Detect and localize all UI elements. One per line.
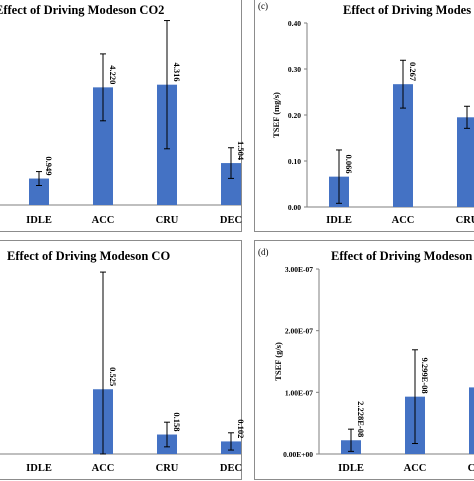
- panel-label: (c): [258, 1, 268, 11]
- data-label: 4.220: [108, 65, 118, 84]
- x-tick-label: ACC: [92, 215, 115, 226]
- x-tick-label: CRU: [156, 215, 179, 226]
- chart-title: Effect of Driving Modeson CO2: [0, 3, 164, 17]
- bar-cru: [457, 117, 474, 207]
- chart-svg: (d) Effect of Driving Modeson P 0.00E+00 1.…: [258, 247, 474, 474]
- chart-panel-d: (d) Effect of Driving Modeson P 0.00E+00 1.…: [254, 240, 474, 480]
- bar-acc: [393, 84, 413, 207]
- panel-label: (d): [258, 247, 269, 257]
- chart-panel-c: (c) Effect of Driving Modes on 0.00 0.10 0.2…: [254, 0, 474, 232]
- chart-title: Effect of Driving Modes on: [343, 3, 474, 17]
- y-tick-label: 2.00E-07: [285, 327, 313, 336]
- x-tick-label: ACC: [392, 215, 415, 226]
- y-tick-label: 3.00E-07: [285, 265, 313, 274]
- x-tick-label: DEC: [220, 215, 242, 226]
- chart-svg: (c) Effect of Driving Modes on 0.00 0.10 0.2…: [258, 1, 474, 226]
- y-tick-label: 0.40: [288, 19, 301, 28]
- data-label: 0.267: [408, 62, 418, 82]
- bar-acc: [93, 87, 113, 205]
- bar-idle: [29, 178, 49, 205]
- y-tick-label: 0.20: [288, 111, 301, 120]
- bar-dec: [221, 163, 241, 205]
- x-tick-label: CRU: [156, 463, 179, 474]
- data-label: 0.158: [172, 412, 182, 431]
- x-tick-label: CRU: [456, 215, 474, 226]
- chart-title: Effect of Driving Modeson CO: [7, 249, 170, 263]
- x-tick-label: IDLE: [338, 463, 364, 474]
- chart-panel-co2: Effect of Driving Modeson CO2 0.949 IDLE 4.…: [0, 0, 246, 232]
- data-label: 0.066: [344, 155, 354, 174]
- x-tick-label: CRU: [468, 463, 474, 474]
- data-label: 0.949: [44, 156, 54, 175]
- data-label: 0.525: [108, 367, 118, 386]
- bar-cru: [469, 387, 474, 454]
- chart-title: Effect of Driving Modeson P: [331, 249, 474, 263]
- x-tick-label: ACC: [92, 463, 115, 474]
- x-tick-label: IDLE: [326, 215, 352, 226]
- y-tick-label: 0.10: [288, 157, 301, 166]
- data-label: 4.316: [172, 63, 182, 82]
- y-tick-label: 0.00: [288, 203, 301, 212]
- data-label: 9.299E-08: [420, 358, 430, 394]
- chart-svg: Effect of Driving Modeson CO2 0.949 IDLE 4.…: [0, 3, 246, 226]
- y-tick-label: 1.00E-07: [285, 388, 313, 397]
- chart-svg: Effect of Driving Modeson CO IDLE 0.525 ACC…: [0, 249, 246, 474]
- y-axis-label: TSEF (g/s): [273, 342, 283, 381]
- data-label: 1.504: [236, 141, 246, 161]
- x-tick-label: DEC: [220, 463, 242, 474]
- x-tick-label: IDLE: [26, 463, 52, 474]
- data-label: 2.228E-08: [356, 401, 366, 437]
- x-tick-label: IDLE: [26, 215, 52, 226]
- x-tick-label: ACC: [404, 463, 427, 474]
- y-tick-label: 0.30: [288, 65, 301, 74]
- y-axis-label: TSEF (mg/s): [271, 92, 281, 138]
- data-label: 0.102: [236, 419, 246, 438]
- y-tick-label: 0.00E+00: [283, 450, 313, 459]
- chart-panel-co: Effect of Driving Modeson CO IDLE 0.525 ACC…: [0, 240, 246, 480]
